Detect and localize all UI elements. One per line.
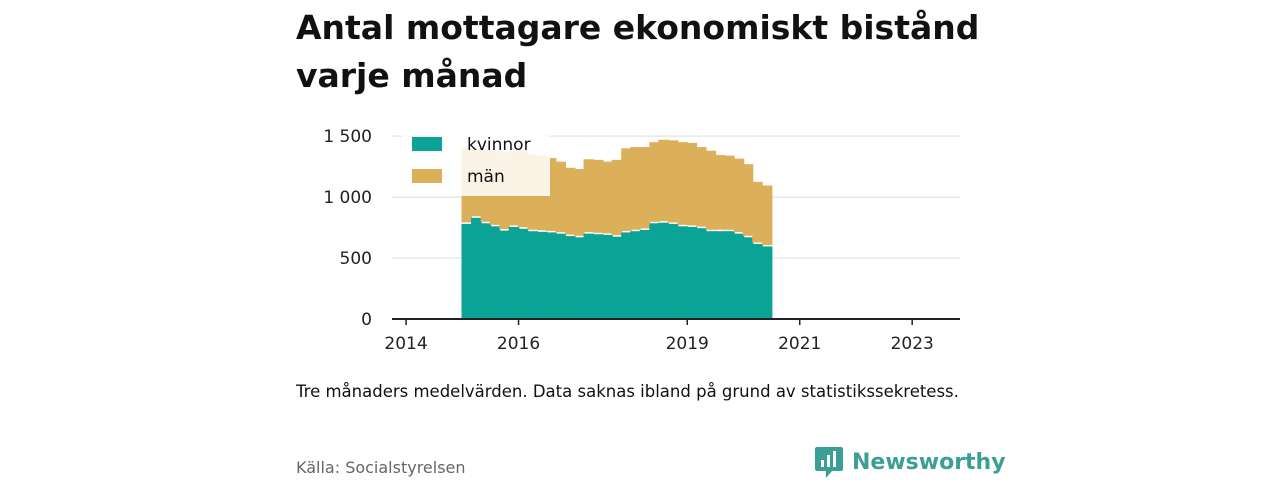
source-label: Källa: Socialstyrelsen [296, 458, 466, 477]
bar-kvinnor [564, 236, 576, 319]
bar-kvinnor [593, 234, 604, 319]
brand-logo[interactable]: Newsworthy [814, 445, 1006, 479]
bar-man [705, 150, 717, 230]
bar-kvinnor [602, 234, 613, 319]
bar-man [564, 167, 576, 235]
bar-kvinnor [705, 231, 717, 319]
bar-kvinnor [696, 228, 707, 319]
bar-kvinnor [677, 226, 689, 319]
bar-kvinnor [499, 230, 510, 319]
bar-man [593, 159, 604, 233]
y-tick-label: 500 [340, 249, 372, 269]
y-tick-label: 1 000 [323, 188, 372, 208]
bar-kvinnor [630, 231, 641, 319]
bar-kvinnor [536, 231, 548, 319]
bar-man [573, 169, 585, 236]
y-tick-label: 1 500 [323, 127, 372, 147]
bar-kvinnor [471, 217, 482, 319]
bar-kvinnor [583, 233, 595, 319]
bar-man [555, 161, 567, 233]
bar-man [630, 147, 641, 230]
bar-kvinnor [545, 232, 557, 319]
bar-kvinnor [508, 226, 520, 319]
bar-chart: 0 500 1 000 1 500 2014 2016 2019 2021 2023 kvin… [323, 127, 960, 354]
legend-swatch [412, 169, 442, 183]
bar-kvinnor [611, 236, 623, 319]
bar-kvinnor [489, 226, 501, 319]
x-tick-label: 2021 [778, 334, 821, 354]
bar-man [714, 154, 726, 230]
bar-man [752, 181, 763, 243]
chart-note: Tre månaders medelvärden. Data saknas ib… [296, 382, 959, 401]
x-tick-label: 2019 [666, 334, 709, 354]
x-tick-label: 2023 [891, 334, 934, 354]
legend-swatch [412, 137, 442, 151]
bar-kvinnor [658, 222, 669, 319]
bar-kvinnor [621, 232, 632, 319]
bar-kvinnor [714, 231, 726, 319]
chart-title: Antal mottagare ekonomiskt bistånd varje… [296, 8, 980, 95]
bar-kvinnor [733, 233, 745, 319]
y-axis-ticks: 0 500 1 000 1 500 [323, 127, 372, 330]
bar-kvinnor [742, 237, 754, 319]
bar-man [761, 185, 773, 245]
legend: kvinnor män [402, 130, 550, 196]
y-tick-label: 0 [361, 310, 372, 330]
bar-man [649, 142, 660, 222]
bar-man [724, 155, 735, 230]
bar-kvinnor [461, 223, 473, 319]
x-tick-label: 2014 [384, 334, 427, 354]
bar-man [696, 147, 707, 227]
bar-man [733, 158, 745, 233]
bar-man [677, 142, 689, 225]
bar-kvinnor [639, 229, 651, 319]
bar-man [602, 161, 613, 234]
x-tick-label: 2016 [497, 334, 540, 354]
bar-kvinnor [517, 228, 529, 319]
bar-man [639, 147, 651, 229]
bar-man [583, 159, 595, 233]
bar-man [658, 139, 669, 222]
legend-label: män [467, 167, 505, 187]
bar-man [545, 158, 557, 231]
bar-kvinnor [761, 246, 773, 319]
bar-kvinnor [480, 223, 492, 319]
bar-kvinnor [752, 244, 763, 319]
x-axis-ticks: 2014 2016 2019 2021 2023 [384, 319, 934, 354]
bar-kvinnor [667, 223, 679, 319]
bars [461, 139, 773, 319]
bar-man [686, 142, 698, 226]
bar-man [611, 159, 623, 236]
bar-kvinnor [573, 237, 585, 319]
bar-man [667, 140, 679, 223]
bar-kvinnor [649, 223, 660, 319]
bar-man [742, 164, 754, 236]
legend-label: kvinnor [467, 135, 531, 155]
bar-kvinnor [724, 231, 735, 319]
newsworthy-icon [815, 447, 843, 478]
brand-name: Newsworthy [852, 449, 1006, 475]
bar-kvinnor [686, 226, 698, 319]
bar-kvinnor [527, 231, 538, 319]
bar-kvinnor [555, 233, 567, 319]
bar-man [621, 148, 632, 231]
